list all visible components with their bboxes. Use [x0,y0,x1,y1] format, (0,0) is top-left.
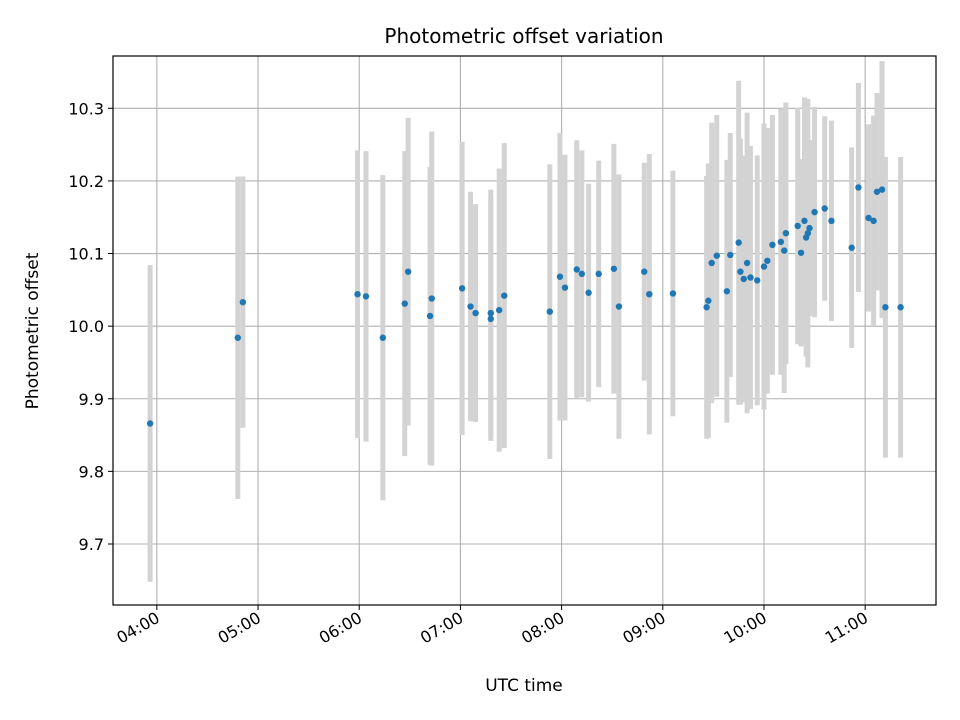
data-point [723,288,731,295]
y-tick-label: 10.2 [68,172,104,191]
data-point [561,284,569,291]
data-point [703,304,710,311]
data-point [754,277,761,284]
chart-title: Photometric offset variation [384,24,663,48]
y-tick-label: 10.0 [68,317,104,336]
data-point [848,244,855,251]
data-point [821,205,828,212]
data-point [401,300,408,307]
data-point [708,259,715,267]
data-point [743,259,751,267]
data-point [239,298,247,306]
data-point [865,214,872,222]
data-point [801,217,808,225]
data-point [737,268,744,275]
y-tick-label: 9.9 [79,390,104,409]
data-point [426,312,434,320]
data-point [760,263,768,270]
data-point [234,334,241,341]
data-point [735,239,742,246]
data-points [146,184,904,427]
data-point [781,247,788,254]
y-tick-label: 9.8 [79,462,104,481]
data-point [873,188,881,195]
data-point [713,252,720,259]
data-point [573,266,580,273]
data-point [777,238,785,246]
data-point [362,293,370,300]
data-point [585,289,592,296]
data-point [727,251,734,259]
data-point [379,334,387,341]
data-point [646,290,653,298]
data-point [782,229,790,237]
data-point [794,222,801,230]
data-point [610,265,618,272]
data-point [769,241,776,249]
data-point [487,309,494,317]
data-point [595,270,602,278]
plot-frame [112,55,937,606]
data-point [501,292,508,299]
data-point [806,224,813,232]
y-axis: 9.7 9.8 9.9 10.0 10.1 10.2 10.3 [68,99,113,554]
data-point [705,297,712,304]
data-point [828,217,835,225]
data-point [472,309,479,317]
data-point [615,303,623,310]
y-axis-title: Photometric offset [23,252,43,409]
data-point [496,306,503,314]
data-point [740,275,747,283]
data-point [641,268,648,275]
data-point [146,420,154,427]
y-tick-label: 9.7 [79,535,104,554]
data-point [428,295,435,302]
x-axis-title: UTC time [485,676,563,696]
data-point [855,184,862,191]
data-point [556,273,564,280]
data-point [458,285,466,292]
data-point [882,304,889,311]
data-point [804,229,812,237]
data-point [487,315,494,323]
data-point [669,290,677,297]
data-point [404,268,412,275]
data-point [870,217,877,225]
data-point [897,304,904,311]
data-point [797,249,805,256]
data-point [467,303,474,310]
data-point [764,257,771,264]
data-point [578,270,586,278]
data-point [878,186,886,193]
data-point [546,308,553,315]
data-point [811,208,818,216]
y-tick-label: 10.3 [68,99,104,118]
data-point [354,290,361,298]
y-tick-label: 10.1 [68,245,104,264]
data-point [747,274,754,281]
